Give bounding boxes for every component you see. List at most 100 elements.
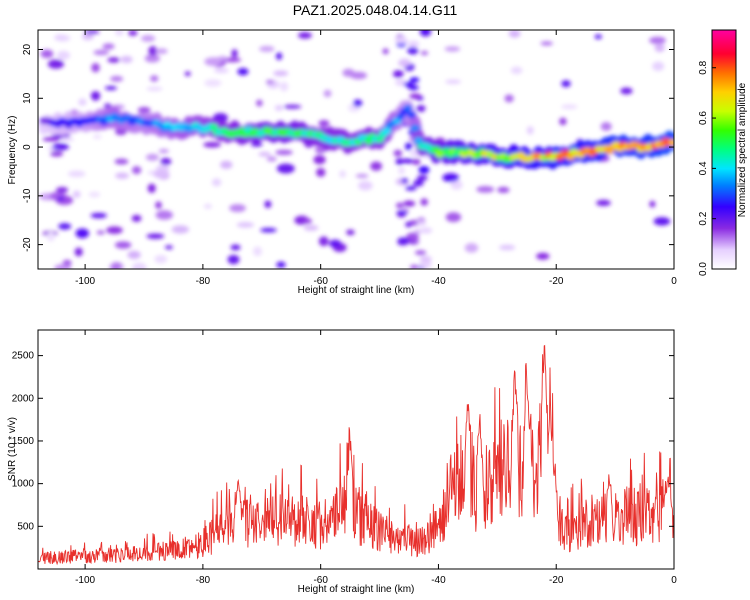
heatmap-speckle: [407, 40, 420, 48]
heatmap-speckle: [401, 178, 409, 184]
heatmap-speckle: [50, 151, 64, 157]
heatmap-speckle: [120, 55, 133, 64]
heatmap-speckle: [171, 225, 190, 234]
heatmap-speckle: [160, 157, 172, 166]
heatmap-speckle: [275, 52, 283, 60]
heatmap-speckle: [259, 45, 275, 52]
heatmap-speckle: [146, 233, 165, 239]
y-tick-label: -20: [22, 237, 33, 252]
heatmap-speckle: [559, 117, 567, 126]
heatmap-speckle: [137, 106, 151, 113]
heatmap-speckle: [67, 170, 86, 178]
heatmap-speckle: [395, 158, 404, 166]
snr-y-axis: 500 1000 1500 2000 2500: [12, 351, 674, 532]
heatmap-speckle: [652, 61, 665, 72]
heatmap-speckle: [230, 244, 241, 251]
x-tick-label: -60: [313, 276, 328, 287]
heatmap-speckle: [265, 79, 275, 84]
snr-y-label: SNR (10 * v/v): [7, 417, 18, 481]
heatmap-speckle: [224, 57, 242, 63]
heatmap-ridge-core: [382, 127, 392, 135]
heatmap-speckle: [412, 158, 421, 165]
colorbar-label: Normalized spectral amplitude: [737, 82, 748, 217]
heatmap-speckle: [275, 149, 293, 156]
heatmap-speckle: [114, 158, 129, 165]
heatmap-speckle: [203, 141, 222, 148]
heatmap-ridge-core: [375, 135, 385, 143]
page-title: PAZ1.2025.048.04.14.G11: [292, 2, 458, 18]
heatmap-speckle: [153, 169, 170, 179]
heatmap-speckle: [90, 91, 101, 101]
heatmap-speckle: [131, 214, 142, 222]
heatmap-speckle: [114, 30, 124, 36]
x-tick-label: -40: [431, 575, 446, 586]
heatmap-speckle: [395, 202, 404, 209]
heatmap-speckle: [445, 79, 462, 84]
x-tick-label: -80: [196, 276, 211, 287]
heatmap-speckle: [540, 41, 553, 46]
heatmap-speckle: [442, 173, 460, 183]
heatmap-speckle: [398, 167, 405, 175]
heatmap-speckle: [106, 226, 123, 234]
heatmap-speckle: [155, 201, 162, 209]
heatmap-speckle: [56, 50, 71, 60]
heatmap-ridge-core: [668, 139, 674, 147]
heatmap-speckle: [145, 153, 160, 161]
heatmap-speckle: [54, 264, 72, 269]
heatmap-speckle: [649, 36, 666, 45]
heatmap-speckle: [115, 172, 130, 179]
heatmap-speckle: [508, 30, 521, 38]
heatmap-speckle: [214, 68, 229, 74]
heatmap-speckle: [237, 68, 249, 76]
heatmap-speckle: [396, 210, 408, 216]
x-tick-label: -100: [75, 276, 95, 287]
heatmap-speckle: [128, 30, 138, 36]
heatmap-speckle: [81, 33, 94, 41]
heatmap-speckle: [346, 229, 355, 236]
heatmap-speckle: [148, 45, 158, 56]
heatmap-speckle: [256, 99, 263, 107]
heatmap-speckle: [40, 49, 54, 59]
heatmap-speckle: [654, 43, 665, 53]
heatmap-speckle: [127, 250, 141, 260]
heatmap-speckle: [594, 34, 602, 39]
heatmap-speckle: [107, 57, 120, 63]
heatmap-speckle: [58, 223, 72, 230]
y-tick-label: 0: [22, 144, 33, 150]
heatmap-speckle: [274, 105, 284, 111]
heatmap-speckle: [401, 158, 414, 164]
colorbar-tick-label: 0.6: [698, 111, 709, 125]
y-tick-label: 20: [22, 44, 33, 56]
heatmap-speckle: [273, 70, 289, 77]
heatmap-speckle: [52, 143, 69, 151]
heatmap-speckle: [393, 149, 403, 157]
colorbar-tick-label: 0.2: [698, 211, 709, 225]
heatmap-speckle: [93, 49, 110, 56]
spectrogram-frame: [37, 29, 675, 270]
heatmap-speckle: [464, 243, 479, 253]
heatmap-speckle: [418, 166, 430, 174]
x-tick-label: 0: [671, 276, 677, 287]
heatmap-speckle: [409, 77, 420, 83]
heatmap-speckle: [131, 262, 147, 269]
heatmap-speckle: [47, 59, 64, 69]
heatmap-speckle: [75, 228, 90, 239]
heatmap-speckle: [403, 81, 415, 88]
heatmap-speckle: [499, 244, 516, 251]
heatmap-speckle: [444, 46, 461, 52]
heatmap-speckle: [395, 36, 408, 44]
heatmap-speckle: [313, 155, 326, 165]
heatmap-speckle: [84, 30, 100, 35]
heatmap-speckle: [184, 71, 191, 77]
heatmap-speckle: [323, 89, 332, 98]
spectrogram-x-label: Height of straight line (km): [298, 285, 415, 296]
heatmap-speckle: [55, 186, 69, 193]
heatmap-speckle: [91, 62, 100, 73]
heatmap-speckle: [355, 173, 369, 179]
snr-x-label: Height of straight line (km): [298, 584, 415, 595]
heatmap-speckle: [154, 254, 168, 264]
heatmap-speckle: [596, 199, 611, 207]
spectrogram-y-axis: -20 -10 0 10 20: [22, 44, 674, 252]
heatmap-speckle: [46, 231, 55, 242]
